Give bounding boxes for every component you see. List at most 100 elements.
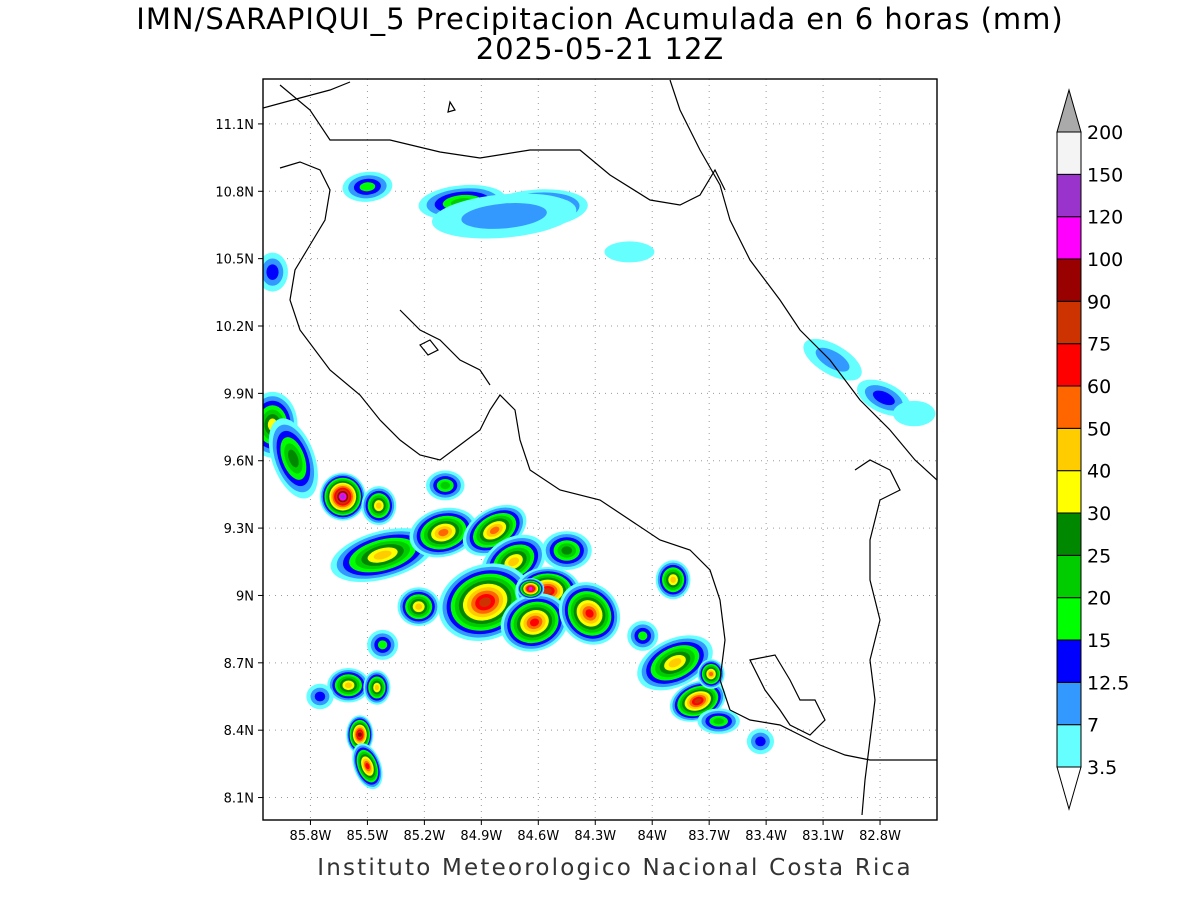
rain-cell — [655, 560, 691, 600]
map-datetime: 2025-05-21 12Z — [475, 32, 725, 66]
colorbar-swatch — [1056, 681, 1082, 726]
lat-tick-label: 8.1N — [224, 792, 254, 807]
rain-contour — [288, 449, 299, 468]
nicoya-gulf — [399, 309, 491, 386]
rain-cell — [342, 171, 393, 202]
colorbar-max-arrow — [1056, 88, 1082, 133]
lat-tick-label: 10.5N — [215, 253, 254, 268]
rain-cell — [397, 587, 440, 627]
colorbar-swatch — [1056, 216, 1082, 260]
lat-tick-label: 9.6N — [224, 455, 254, 470]
pacific-coast — [279, 161, 731, 711]
rain-cell — [604, 241, 655, 263]
lon-tick-label: 84.6W — [517, 829, 559, 844]
lat-tick-label: 8.7N — [224, 657, 254, 672]
rain-cell — [893, 400, 936, 427]
rain-cell — [319, 472, 366, 521]
colorbar-swatch — [1056, 427, 1082, 472]
colorbar-label: 50 — [1087, 418, 1111, 440]
rain-contour — [266, 264, 279, 280]
rain-cell — [367, 629, 399, 660]
rain-contour — [376, 502, 382, 509]
lat-tick-label: 9.9N — [224, 387, 254, 402]
colorbar-label: 15 — [1087, 630, 1111, 652]
rain-contour — [438, 528, 449, 537]
rain-cell — [697, 659, 725, 690]
rain-contour — [359, 182, 376, 192]
colorbar-swatch — [1056, 173, 1082, 218]
lat-tick-label: 10.8N — [215, 185, 254, 200]
rain-cell — [346, 715, 374, 755]
rain-cell — [330, 528, 435, 583]
latitude-axis: 11.1N 10.8N 10.5N 10.2N 9.9N 9.6N 9.3N 9N 8.7N 8.… — [215, 118, 263, 807]
colorbar-label: 100 — [1087, 249, 1123, 271]
rain-contour — [528, 586, 533, 591]
rain-contour — [561, 546, 573, 555]
colorbar: 3.5 7 12.5 15 20 25 30 40 50 60 75 90 100 120 150 200 — [1056, 88, 1129, 811]
rain-cell — [363, 670, 391, 705]
colorbar-label: 25 — [1087, 545, 1111, 567]
rain-contour — [340, 494, 345, 499]
rain-contour — [374, 684, 380, 691]
rain-contour — [872, 390, 895, 406]
lon-tick-label: 84.3W — [574, 829, 616, 844]
nicaragua-border — [279, 84, 726, 206]
rain-cell — [431, 193, 577, 239]
rain-contour — [670, 576, 676, 583]
colorbar-swatch — [1056, 131, 1082, 175]
rain-cell — [637, 635, 713, 691]
rain-cell — [352, 743, 383, 790]
rain-contour — [357, 732, 362, 737]
rain-contour — [585, 609, 594, 618]
rain-cell — [327, 668, 370, 703]
colorbar-label: 12.5 — [1087, 672, 1129, 694]
plot-frame — [262, 78, 938, 821]
rain-cell — [263, 252, 288, 292]
credit-text: Instituto Meteorologico Nacional Costa R… — [317, 855, 913, 881]
colorbar-swatch — [1056, 639, 1082, 683]
lat-tick-label: 11.1N — [215, 118, 254, 133]
lake-island — [447, 100, 456, 113]
colorbar-label: 60 — [1087, 376, 1111, 398]
colorbar-swatch — [1056, 343, 1082, 387]
rain-contour — [638, 631, 648, 641]
rain-contour — [668, 658, 682, 668]
rain-contour — [440, 481, 451, 490]
colorbar-swatch — [1056, 724, 1082, 768]
rain-contour — [489, 526, 500, 535]
longitude-axis: 85.8W 85.5W 85.2W 84.9W 84.6W 84.3W 84W 83.7W 83… — [290, 820, 901, 844]
rain-contour — [529, 618, 540, 627]
rain-contour — [755, 736, 766, 747]
rain-contour — [314, 691, 326, 702]
lon-tick-label: 83.4W — [745, 829, 787, 844]
colorbar-min-arrow — [1056, 766, 1082, 811]
lat-tick-label: 9N — [236, 589, 254, 604]
colorbar-label: 40 — [1087, 461, 1111, 483]
lon-tick-label: 83.1W — [802, 829, 844, 844]
lon-tick-label: 83.7W — [688, 829, 730, 844]
rain-contour — [415, 603, 423, 610]
rain-contour — [893, 400, 936, 427]
rain-cell — [409, 507, 478, 558]
gulf-island — [419, 339, 439, 356]
coastlines-borders — [263, 79, 937, 816]
colorbar-swatch — [1056, 258, 1082, 302]
rain-cell — [500, 593, 569, 652]
colorbar-label: 3.5 — [1087, 757, 1117, 779]
colorbar-swatch — [1056, 385, 1082, 429]
colorbar-label: 150 — [1087, 164, 1123, 186]
lat-tick-label: 10.2N — [215, 320, 254, 335]
rain-contour — [694, 698, 702, 704]
lat-tick-label: 8.4N — [224, 724, 254, 739]
colorbar-label: 200 — [1087, 122, 1123, 144]
rain-contour — [709, 671, 714, 677]
colorbar-swatch — [1056, 300, 1082, 345]
lon-tick-label: 82.8W — [859, 829, 901, 844]
rain-cell — [558, 582, 621, 645]
rain-contour — [543, 588, 552, 594]
colorbar-label: 120 — [1087, 207, 1123, 229]
rain-cell — [361, 486, 397, 526]
south-coast — [729, 709, 937, 761]
lon-tick-label: 84.9W — [460, 829, 502, 844]
colorbar-label: 30 — [1087, 503, 1111, 525]
